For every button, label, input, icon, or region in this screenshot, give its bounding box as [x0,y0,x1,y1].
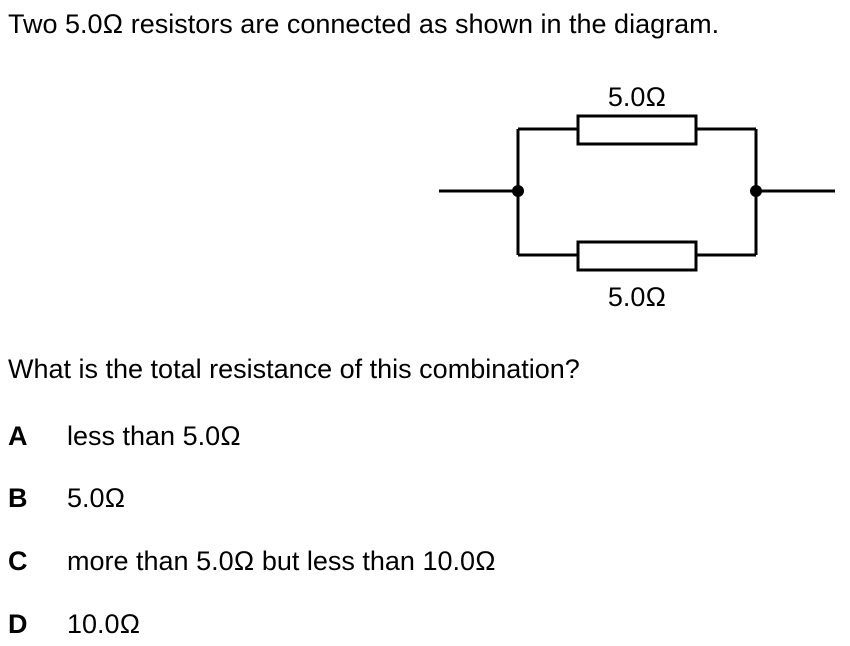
question-text: What is the total resistance of this com… [8,354,580,384]
option-text: 10.0Ω [67,609,141,639]
option-letter: A [8,421,28,451]
right-junction-dot [750,185,762,197]
option-text: less than 5.0Ω [67,421,241,451]
option-text: more than 5.0Ω but less than 10.0Ω [67,546,496,576]
option-letter: C [8,546,28,576]
left-junction-dot [512,185,524,197]
option-letter: B [8,483,28,513]
intro-text: Two 5.0Ω resistors are connected as show… [8,9,720,39]
bottom-resistor [576,240,698,272]
top-resistor [576,114,698,146]
top-resistor-label: 5.0Ω [608,82,666,112]
option-letter: D [8,609,28,639]
bottom-resistor-label: 5.0Ω [608,282,666,312]
option-text: 5.0Ω [67,483,126,513]
